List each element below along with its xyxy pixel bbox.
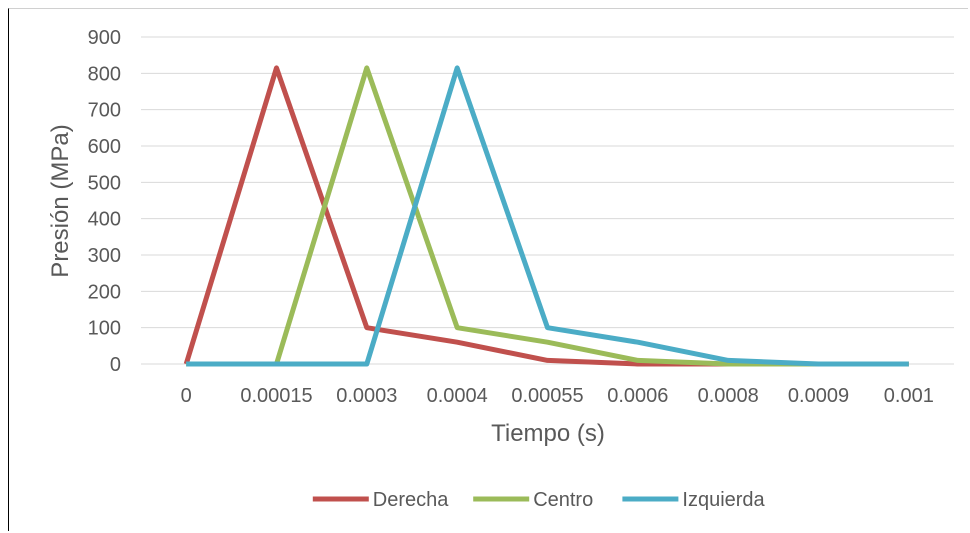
y-tick-label: 500	[88, 172, 121, 194]
y-tick-label: 400	[88, 209, 121, 231]
y-tick-label: 600	[88, 136, 121, 158]
x-tick-labels: 0 0.00015 0.0003 0.0004 0.00055 0.0006 0.0008 0…	[181, 385, 934, 407]
y-tick-label: 0	[110, 354, 121, 376]
x-tick-label: 0.00015	[240, 385, 312, 407]
x-tick-label: 0.00055	[511, 385, 583, 407]
legend-label: Izquierda	[682, 489, 765, 511]
y-tick-labels: 0 100 200 300 400 500 600 700 800 900	[88, 27, 121, 376]
legend: Derecha Centro Izquierda	[312, 489, 766, 511]
series-line-centro	[186, 65, 909, 367]
y-axis-title: Presión (MPa)	[47, 124, 74, 277]
legend-label: Derecha	[373, 489, 449, 511]
y-tick-label: 300	[88, 245, 121, 267]
series-line-derecha	[183, 65, 909, 367]
x-axis-title: Tiempo (s)	[491, 420, 605, 447]
x-tick-label: 0.0004	[427, 385, 488, 407]
x-tick-label: 0.0006	[607, 385, 668, 407]
chart-frame	[8, 8, 968, 531]
y-tick-label: 700	[88, 100, 121, 122]
x-tick-label: 0.0003	[336, 385, 397, 407]
y-tick-label: 100	[88, 318, 121, 340]
legend-label: Centro	[533, 489, 593, 511]
y-tick-label: 200	[88, 281, 121, 303]
series-line-izquierda	[186, 65, 909, 367]
gridlines	[141, 36, 954, 365]
y-tick-label: 900	[88, 27, 121, 49]
x-tick-label: 0	[181, 385, 192, 407]
series-lines	[183, 65, 909, 367]
x-tick-label: 0.0008	[698, 385, 759, 407]
x-tick-label: 0.001	[884, 385, 934, 407]
y-tick-label: 800	[88, 63, 121, 85]
x-tick-label: 0.0009	[788, 385, 849, 407]
